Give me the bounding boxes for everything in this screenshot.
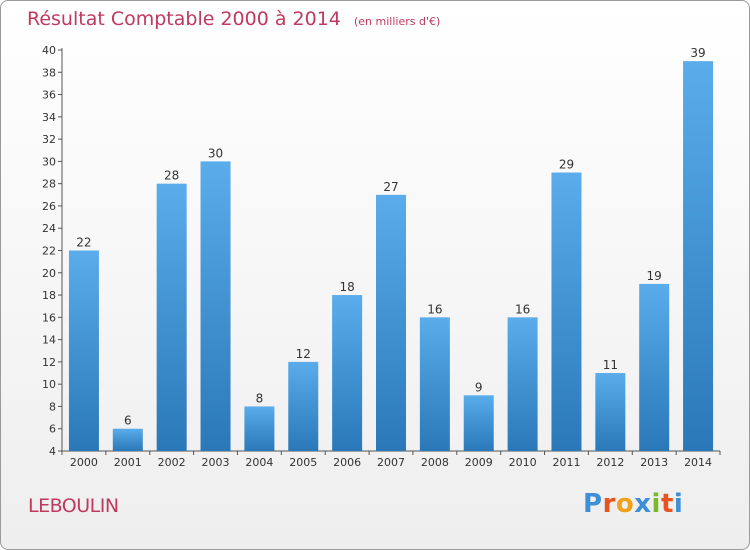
- data-label: 30: [208, 146, 223, 160]
- x-tick-label: 2014: [684, 456, 712, 469]
- bar: [463, 395, 494, 451]
- bar: [68, 250, 99, 451]
- x-tick-label: 2003: [202, 456, 230, 469]
- x-tick-label: 2008: [421, 456, 449, 469]
- logo-letter: r: [602, 489, 616, 519]
- x-tick-label: 2007: [377, 456, 405, 469]
- bar: [156, 183, 187, 451]
- data-label: 27: [383, 180, 398, 194]
- bar: [507, 317, 538, 451]
- bar: [288, 361, 319, 451]
- data-label: 6: [124, 414, 132, 428]
- y-tick-label: 32: [42, 133, 56, 146]
- bar: [551, 172, 582, 451]
- y-tick-label: 14: [42, 334, 56, 347]
- y-tick-label: 18: [42, 289, 56, 302]
- y-tick-label: 24: [42, 222, 56, 235]
- x-tick-label: 2001: [114, 456, 142, 469]
- bar: [595, 373, 626, 451]
- bar: [112, 428, 143, 451]
- proxiti-logo: Proxiti: [583, 489, 683, 519]
- data-label: 19: [647, 269, 662, 283]
- commune-name: LEBOULIN: [28, 495, 119, 517]
- y-tick-label: 40: [42, 44, 56, 57]
- y-tick-label: 16: [42, 311, 56, 324]
- data-label: 8: [256, 391, 264, 405]
- y-tick-label: 38: [42, 66, 56, 79]
- y-tick-label: 12: [42, 356, 56, 369]
- data-label: 11: [603, 358, 618, 372]
- chart-title-block: Résultat Comptable 2000 à 2014 (en milli…: [27, 8, 440, 30]
- logo-letter: t: [660, 489, 674, 519]
- data-label: 9: [475, 380, 483, 394]
- chart-title: Résultat Comptable 2000 à 2014: [27, 8, 341, 30]
- data-label: 16: [427, 302, 442, 316]
- x-tick-label: 2002: [158, 456, 186, 469]
- data-label: 29: [559, 158, 574, 172]
- y-tick-label: 28: [42, 178, 56, 191]
- bar: [244, 406, 275, 451]
- data-label: 18: [339, 280, 354, 294]
- y-tick-label: 30: [42, 155, 56, 168]
- x-tick-label: 2000: [70, 456, 98, 469]
- y-tick-label: 10: [42, 378, 56, 391]
- data-label: 16: [515, 302, 530, 316]
- y-tick-label: 8: [49, 400, 56, 413]
- y-tick-label: 22: [42, 245, 56, 258]
- bar: [200, 161, 231, 451]
- logo-letter: i: [651, 489, 661, 519]
- bar: [683, 61, 714, 452]
- data-label: 28: [164, 169, 179, 183]
- bar: [376, 194, 406, 452]
- bar: [332, 295, 363, 451]
- x-tick-label: 2004: [245, 456, 273, 469]
- x-tick-label: 2012: [596, 456, 624, 469]
- x-tick-label: 2011: [552, 456, 580, 469]
- y-tick-label: 4: [49, 445, 56, 458]
- data-label: 39: [690, 46, 705, 60]
- y-tick-label: 26: [42, 200, 56, 213]
- logo-letter: x: [634, 489, 652, 519]
- y-tick-label: 6: [49, 423, 56, 436]
- x-tick-label: 2009: [465, 456, 493, 469]
- chart-subtitle: (en milliers d'€): [353, 15, 441, 28]
- logo-letter: P: [583, 489, 603, 519]
- logo-letter: i: [673, 489, 684, 519]
- x-tick-label: 2010: [509, 456, 537, 469]
- bar: [419, 317, 450, 451]
- data-label: 22: [76, 236, 91, 250]
- x-tick-label: 2005: [289, 456, 317, 469]
- x-tick-label: 2006: [333, 456, 361, 469]
- x-tick-label: 2013: [640, 456, 668, 469]
- y-tick-label: 34: [42, 111, 56, 124]
- y-tick-label: 20: [42, 267, 56, 280]
- bar: [639, 283, 670, 451]
- logo-letter: o: [615, 489, 635, 519]
- data-label: 12: [296, 347, 311, 361]
- y-tick-label: 36: [42, 89, 56, 102]
